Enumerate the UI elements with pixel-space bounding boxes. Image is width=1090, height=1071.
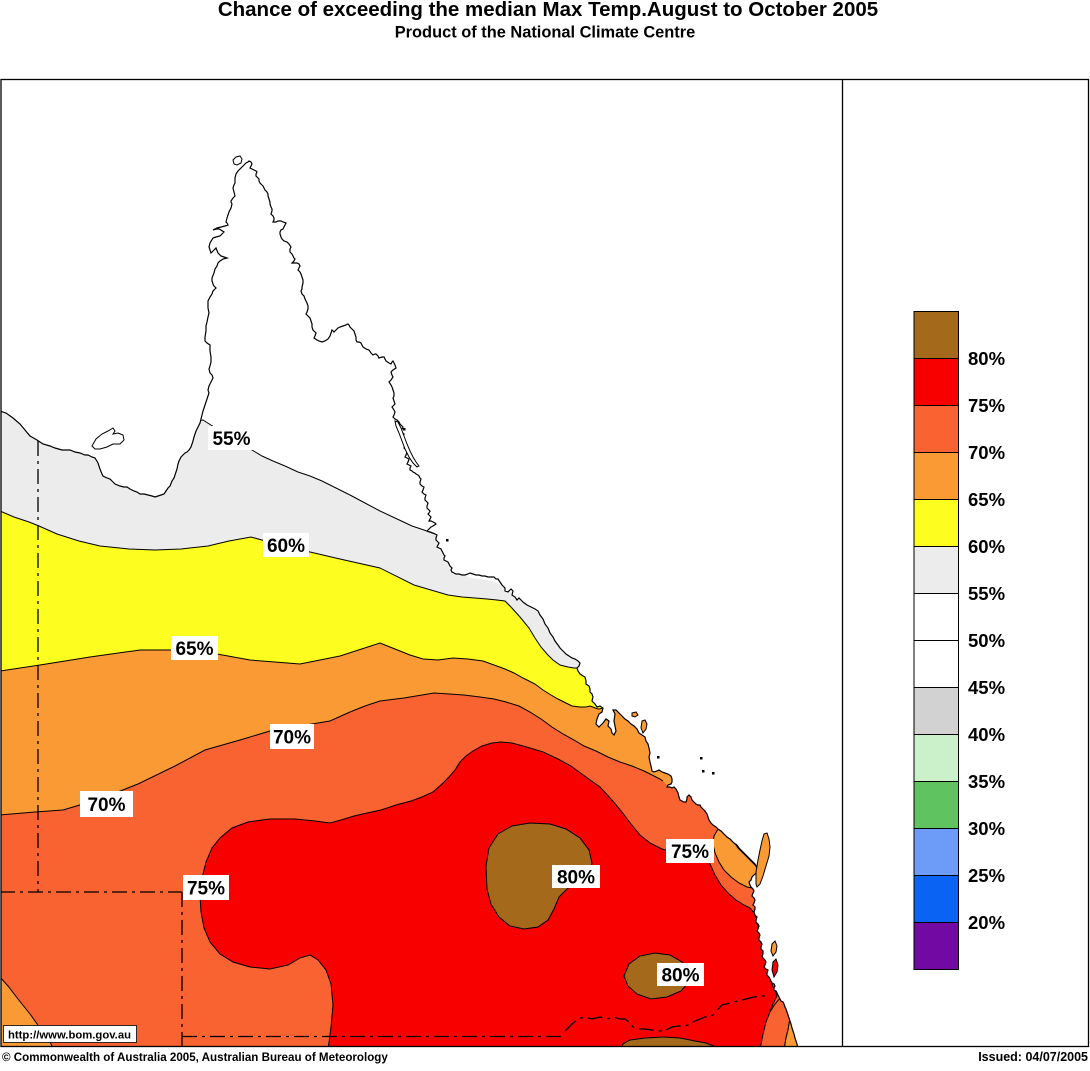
svg-text:Product of the National Climat: Product of the National Climate Centre: [395, 24, 696, 42]
svg-text:80%: 80%: [661, 965, 699, 986]
svg-text:50%: 50%: [968, 630, 1005, 651]
svg-text:40%: 40%: [968, 724, 1005, 745]
svg-text:55%: 55%: [968, 583, 1005, 604]
svg-text:70%: 70%: [87, 795, 125, 816]
svg-text:55%: 55%: [212, 429, 250, 450]
svg-text:70%: 70%: [968, 442, 1005, 463]
svg-text:20%: 20%: [968, 912, 1005, 933]
svg-text:Issued: 04/07/2005: Issued: 04/07/2005: [978, 1050, 1088, 1064]
svg-text:45%: 45%: [968, 677, 1005, 698]
svg-text:70%: 70%: [273, 727, 311, 748]
svg-text:75%: 75%: [671, 842, 709, 863]
svg-text:65%: 65%: [175, 639, 213, 660]
svg-text:http://www.bom.gov.au: http://www.bom.gov.au: [8, 1030, 131, 1042]
svg-text:75%: 75%: [968, 395, 1005, 416]
svg-text:80%: 80%: [968, 348, 1005, 369]
svg-text:© Commonwealth of Australia 20: © Commonwealth of Australia 2005, Austra…: [2, 1051, 388, 1064]
svg-text:Chance of exceeding the median: Chance of exceeding the median Max Temp.…: [218, 0, 878, 21]
svg-text:25%: 25%: [968, 865, 1005, 886]
svg-text:30%: 30%: [968, 818, 1005, 839]
svg-text:60%: 60%: [267, 536, 305, 557]
svg-text:80%: 80%: [557, 867, 595, 888]
svg-text:35%: 35%: [968, 771, 1005, 792]
svg-text:75%: 75%: [187, 878, 225, 899]
svg-text:60%: 60%: [968, 536, 1005, 557]
svg-text:65%: 65%: [968, 489, 1005, 510]
